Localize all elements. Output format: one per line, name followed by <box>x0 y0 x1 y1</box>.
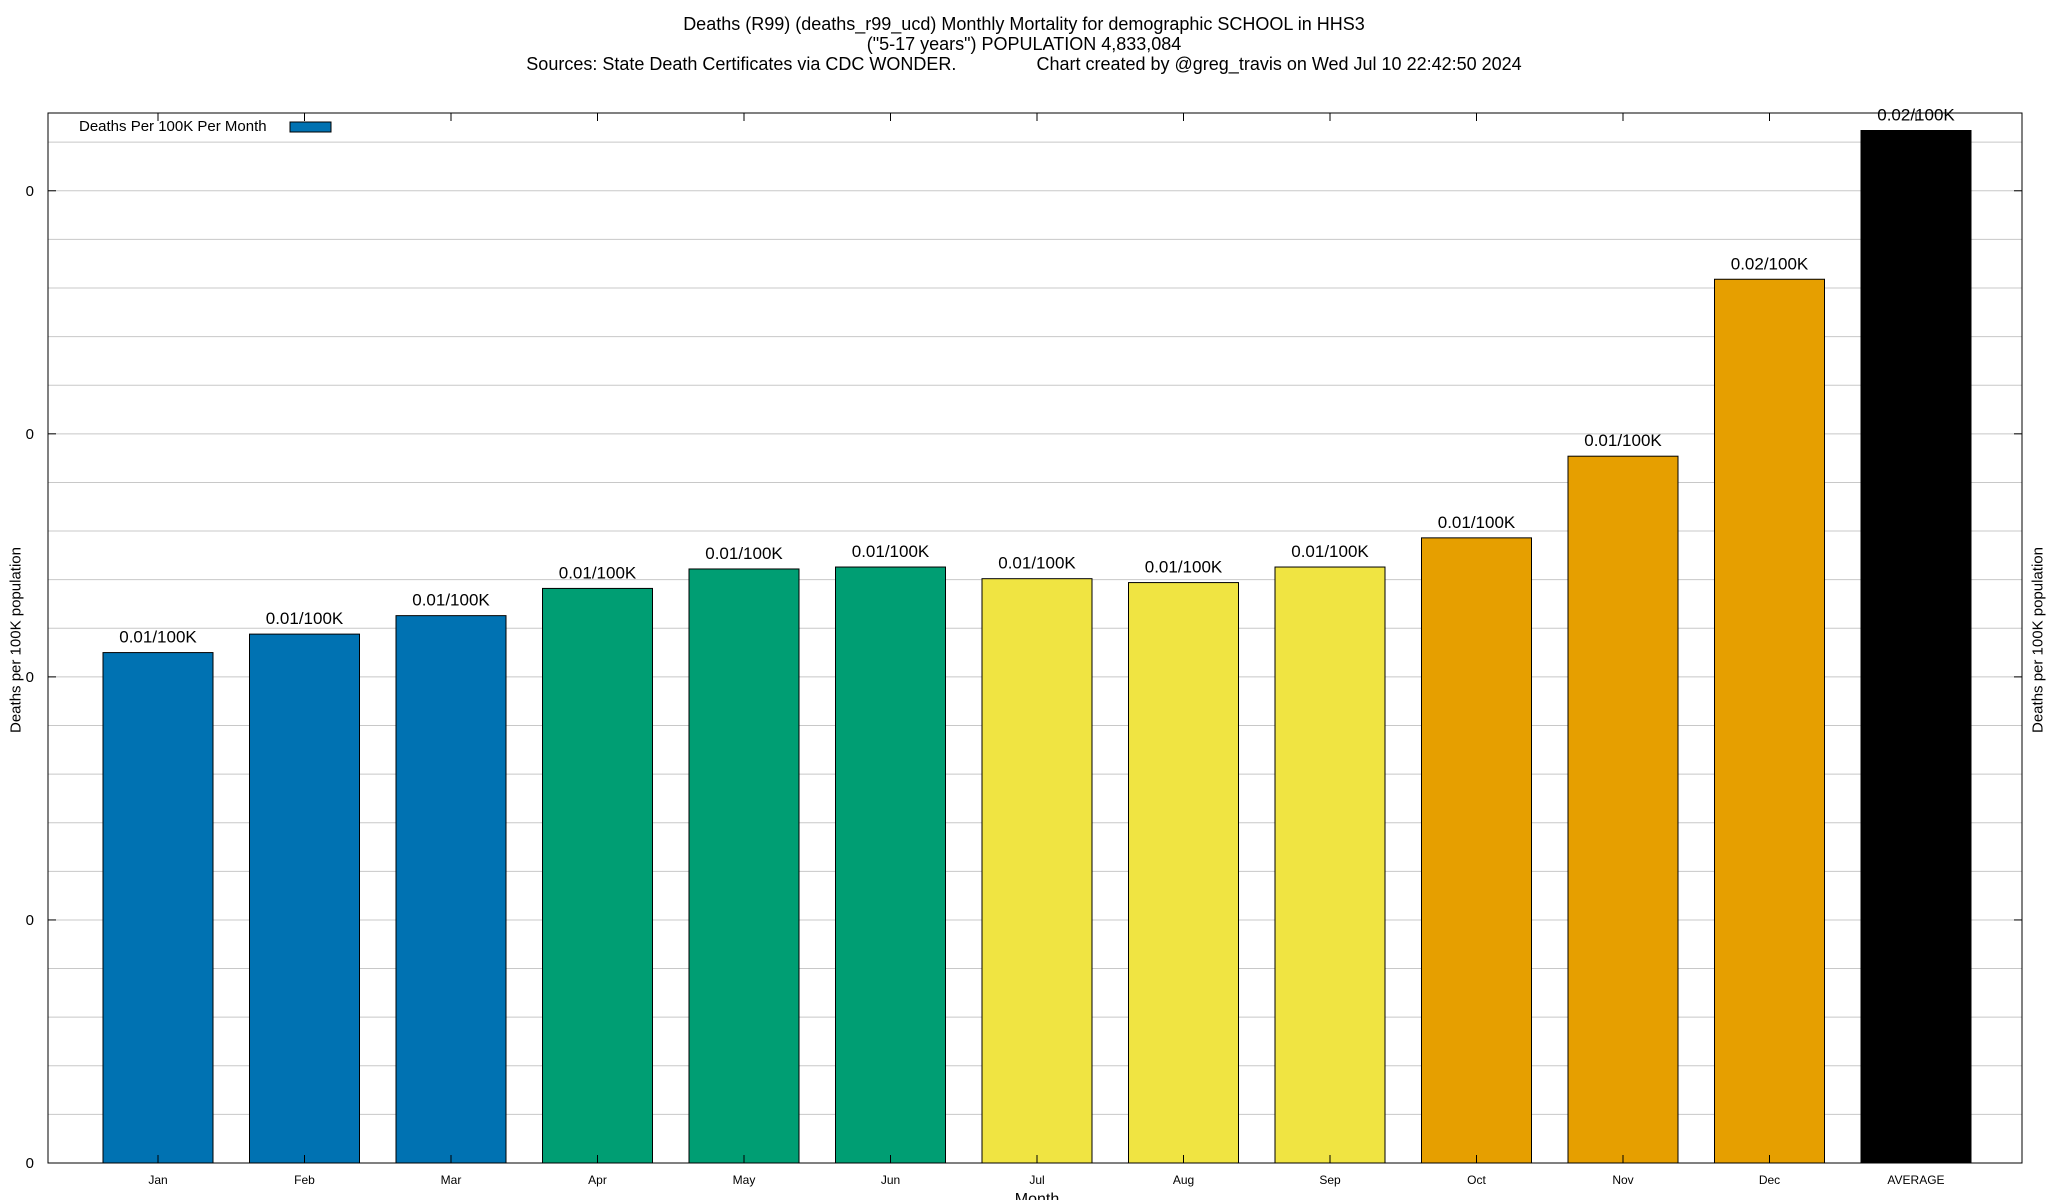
axis-ticks: 0 0 0 0 0 Jan Feb Mar Apr May Jun Jul Aug Sep Oct Nov De… <box>26 113 2022 1187</box>
data-label: 0.01/100K <box>998 554 1076 573</box>
data-label: 0.01/100K <box>1438 513 1516 532</box>
y-axis-title-right: Deaths per 100K population <box>2029 547 2047 733</box>
x-tick-label: Sep <box>1319 1173 1341 1187</box>
data-labels: 0.01/100K 0.01/100K 0.01/100K 0.01/100K 0.01… <box>119 106 1955 647</box>
bar-jul <box>981 578 1093 1164</box>
y-tick-label: 0 <box>26 1155 34 1172</box>
y-tick-label: 0 <box>26 183 34 200</box>
data-label: 0.01/100K <box>119 628 197 647</box>
legend: Deaths Per 100K Per Month <box>79 118 332 135</box>
bar-jun <box>835 566 946 1164</box>
chart-source-credit: Sources: State Death Certificates via CD… <box>526 54 1522 74</box>
bars <box>102 130 1972 1164</box>
x-tick-label: Dec <box>1759 1173 1780 1187</box>
bar-sep <box>1274 566 1386 1164</box>
chart-subtitle: ("5-17 years") POPULATION 4,833,084 <box>866 34 1182 54</box>
x-tick-label: Aug <box>1173 1173 1194 1187</box>
legend-swatch <box>289 121 332 133</box>
bar-aug <box>1128 582 1239 1164</box>
x-tick-label: May <box>733 1173 756 1187</box>
x-tick-label: Nov <box>1612 1173 1633 1187</box>
data-label: 0.02/100K <box>1731 254 1809 273</box>
x-tick-label: Jan <box>148 1173 167 1187</box>
bar-dec <box>1714 278 1825 1164</box>
bar-nov <box>1567 455 1679 1164</box>
data-label: 0.01/100K <box>266 609 344 628</box>
data-label: 0.01/100K <box>1291 542 1369 561</box>
legend-label: Deaths Per 100K Per Month <box>79 118 267 135</box>
x-tick-label: AVERAGE <box>1887 1173 1944 1187</box>
plot-frame <box>47 112 2023 1164</box>
x-tick-label: Apr <box>588 1173 607 1187</box>
x-axis-title: Month <box>1015 1191 1059 1200</box>
data-label: 0.01/100K <box>1145 558 1223 577</box>
bar-jan <box>102 652 214 1164</box>
data-label: 0.01/100K <box>1584 431 1662 450</box>
x-tick-label: Jul <box>1029 1173 1044 1187</box>
x-tick-label: Oct <box>1467 1173 1486 1187</box>
chart-title: Deaths (R99) (deaths_r99_ucd) Monthly Mo… <box>683 14 1365 34</box>
y-axis-title: Deaths per 100K population <box>7 547 25 733</box>
data-label: 0.01/100K <box>852 542 930 561</box>
x-tick-label: Feb <box>294 1173 315 1187</box>
data-label: 0.01/100K <box>559 563 637 582</box>
bar-average <box>1860 130 1972 1164</box>
y-tick-label: 0 <box>26 669 34 686</box>
y-tick-label: 0 <box>26 912 34 929</box>
bar-may <box>688 568 800 1164</box>
x-tick-label: Mar <box>441 1173 462 1187</box>
data-label: 0.01/100K <box>412 591 490 610</box>
bar-apr <box>542 587 653 1164</box>
bar-oct <box>1421 537 1532 1164</box>
bar-feb <box>249 633 360 1164</box>
data-label: 0.01/100K <box>705 544 783 563</box>
bar-mar <box>395 615 507 1164</box>
y-tick-label: 0 <box>26 426 34 443</box>
x-tick-label: Jun <box>881 1173 900 1187</box>
